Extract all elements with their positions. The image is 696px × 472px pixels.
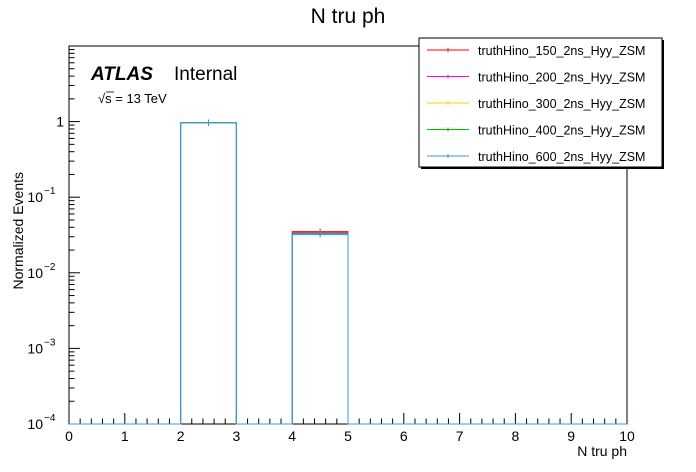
x-tick-label: 10 [619, 428, 635, 444]
legend-shadow-right [662, 40, 664, 169]
y-tick-label: 10 [27, 265, 43, 281]
x-tick-label: 8 [512, 428, 520, 444]
y-tick-exponent: −1 [44, 186, 56, 197]
x-tick-label: 4 [288, 428, 296, 444]
x-tick-label: 3 [233, 428, 241, 444]
atlas-label: ATLAS [90, 64, 153, 85]
x-tick-label: 0 [65, 428, 73, 444]
internal-label: Internal [174, 64, 237, 85]
series-layer [69, 119, 627, 425]
x-tick-label: 5 [344, 428, 352, 444]
x-tick-label: 6 [400, 428, 408, 444]
legend-entries: truthHino_150_2ns_Hyy_ZSM truthHino_200_2… [427, 44, 645, 164]
x-tick-label: 7 [456, 428, 464, 444]
y-tick-label: 10 [27, 416, 43, 432]
legend: truthHino_150_2ns_Hyy_ZSM truthHino_200_2… [418, 37, 664, 169]
legend-entry-label: truthHino_200_2ns_Hyy_ZSM [478, 71, 645, 85]
x-axis-ticks: 0 1 2 3 4 5 6 7 8 9 10 [65, 413, 635, 444]
y-axis-label: Normalized Events [10, 172, 26, 290]
chart-title: N tru ph [311, 5, 386, 28]
energy-label: √s = 13 TeV [98, 91, 167, 106]
y-tick-exponent: −2 [44, 262, 56, 273]
histogram-series-5 [69, 122, 627, 425]
legend-entry-label: truthHino_600_2ns_Hyy_ZSM [478, 150, 645, 164]
sqrt-s-symbol: √s [98, 91, 112, 106]
legend-entry-label: truthHino_300_2ns_Hyy_ZSM [478, 97, 645, 111]
y-tick-exponent: −4 [44, 413, 56, 424]
y-tick-exponent: −3 [44, 337, 56, 348]
legend-shadow-bottom [421, 167, 664, 169]
energy-value: = 13 TeV [112, 91, 167, 106]
x-axis-label: N tru ph [577, 443, 627, 459]
x-tick-label: 1 [121, 428, 129, 444]
y-tick-label: 1 [56, 114, 64, 130]
legend-entry-label: truthHino_400_2ns_Hyy_ZSM [478, 124, 645, 138]
y-tick-label: 10 [27, 189, 43, 205]
y-axis-ticks: 10 −410 −310 −210 −11 [27, 48, 80, 432]
x-tick-label: 9 [567, 428, 575, 444]
y-tick-label: 10 [27, 340, 43, 356]
legend-entry-label: truthHino_150_2ns_Hyy_ZSM [478, 44, 645, 58]
x-tick-label: 2 [177, 428, 185, 444]
